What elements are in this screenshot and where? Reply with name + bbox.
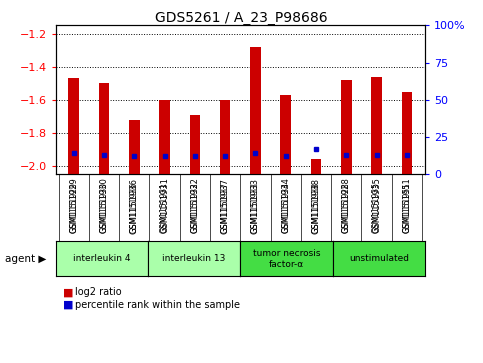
Text: GSM1151938: GSM1151938 [312,178,321,234]
Text: ■: ■ [63,300,73,310]
Bar [371,77,382,174]
Text: GSM1151931: GSM1151931 [160,178,169,233]
Bar [99,83,109,174]
Bar [250,47,261,174]
Bar [401,91,412,174]
Text: GSM1151933: GSM1151933 [251,178,260,234]
Text: log2 ratio: log2 ratio [75,287,122,297]
Text: GSM1151930: GSM1151930 [99,182,109,233]
Text: GSM1151930: GSM1151930 [99,178,109,233]
Text: GSM1151935: GSM1151935 [372,182,381,233]
Text: GSM1151929: GSM1151929 [69,178,78,233]
Bar [341,80,352,174]
Text: unstimulated: unstimulated [349,254,409,263]
Bar [159,100,170,174]
Text: percentile rank within the sample: percentile rank within the sample [75,300,240,310]
Text: interleukin 4: interleukin 4 [73,254,130,263]
Text: agent ▶: agent ▶ [5,254,46,264]
Text: GDS5261 / A_23_P98686: GDS5261 / A_23_P98686 [155,11,328,25]
Text: GSM1151937: GSM1151937 [221,178,229,234]
Text: GSM1151932: GSM1151932 [190,178,199,233]
Text: GSM1151932: GSM1151932 [190,182,199,233]
Bar [281,95,291,174]
Text: GSM1151951: GSM1151951 [402,178,412,233]
Text: GSM1151931: GSM1151931 [160,182,169,233]
Text: GSM1151929: GSM1151929 [69,182,78,233]
Bar [220,100,230,174]
Text: GSM1151933: GSM1151933 [251,182,260,233]
Text: GSM1151936: GSM1151936 [130,178,139,234]
Text: tumor necrosis
factor-α: tumor necrosis factor-α [253,249,320,269]
Text: GSM1151938: GSM1151938 [312,182,321,233]
Text: GSM1151934: GSM1151934 [281,182,290,233]
Text: interleukin 13: interleukin 13 [162,254,226,263]
Text: ■: ■ [63,287,73,297]
Bar [129,120,140,174]
Text: GSM1151934: GSM1151934 [281,178,290,233]
Text: GSM1151936: GSM1151936 [130,182,139,233]
Text: GSM1151951: GSM1151951 [402,182,412,233]
Text: GSM1151928: GSM1151928 [342,178,351,233]
Bar [69,78,79,174]
Text: GSM1151935: GSM1151935 [372,178,381,233]
Text: GSM1151928: GSM1151928 [342,183,351,233]
Text: GSM1151937: GSM1151937 [221,182,229,233]
Bar [189,115,200,174]
Bar [311,159,321,174]
